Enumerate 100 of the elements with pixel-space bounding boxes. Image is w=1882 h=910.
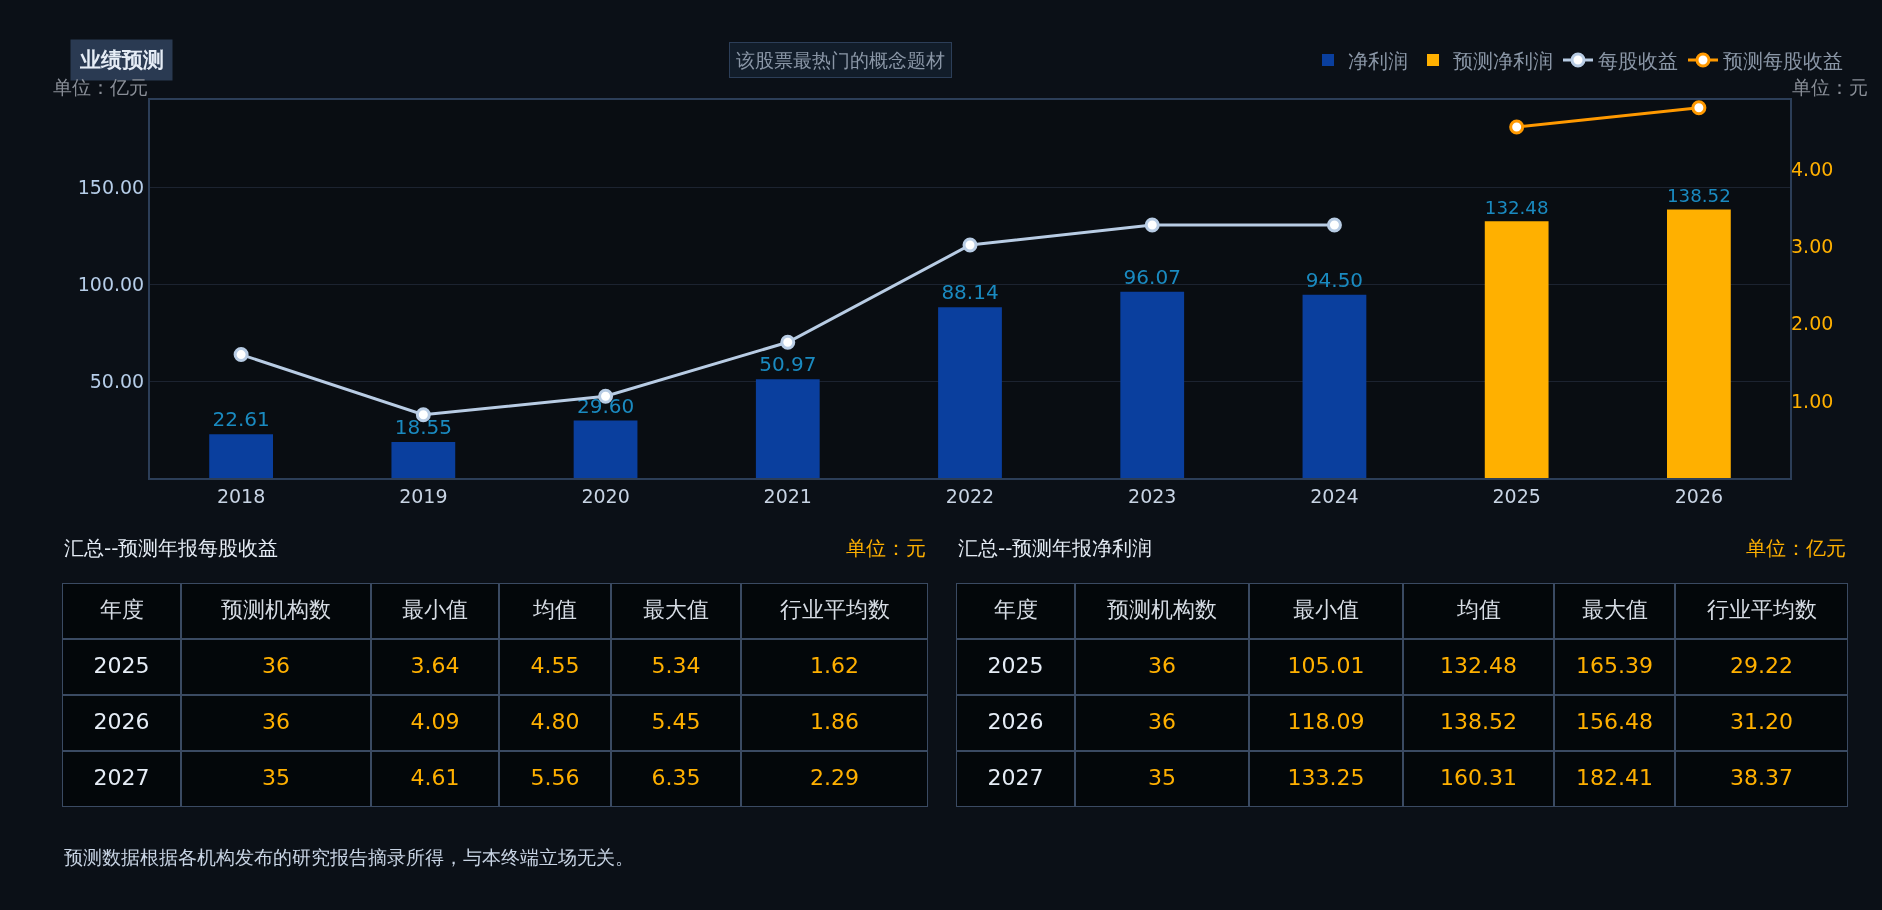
- x-tick-label: 预测机构数: [1107, 596, 1217, 622]
- bar: [1484, 221, 1549, 478]
- legend-label: 预测每股收益: [1723, 48, 1843, 73]
- data-label: 5.45: [651, 708, 701, 734]
- data-label: 29.22: [1730, 652, 1793, 678]
- data-label: 38.37: [1730, 764, 1793, 790]
- data-label: 36: [1148, 652, 1176, 678]
- y-tick-label: 2027: [93, 764, 150, 790]
- y-axis-title: 年度: [99, 596, 144, 622]
- data-label: 138.52: [1440, 708, 1517, 734]
- data-label: 4.61: [410, 764, 460, 790]
- data-label: 105.01: [1287, 652, 1365, 678]
- bar: [755, 379, 820, 478]
- y-tick-label: 2025: [987, 652, 1044, 678]
- data-label: 5.34: [651, 652, 701, 678]
- data-label: 132.48: [1484, 196, 1549, 218]
- x-tick-label: 最小值: [1293, 596, 1359, 622]
- data-label: 4.55: [530, 652, 580, 678]
- x-tick-label: 行业平均数: [779, 596, 890, 622]
- x-tick-label: 最大值: [643, 596, 709, 622]
- chart-title: 汇总--预测年报净利润: [958, 536, 1153, 560]
- bar: [938, 307, 1002, 478]
- point: [1144, 217, 1160, 233]
- y2-tick-label: 2.00: [1791, 312, 1834, 335]
- y-tick-label: 150.00: [77, 175, 145, 198]
- data-label: 133.25: [1287, 764, 1365, 790]
- x-tick-label: 2019: [399, 484, 448, 507]
- bar: [1302, 294, 1367, 478]
- y-tick-label: 100.00: [77, 272, 145, 295]
- point: [780, 334, 796, 350]
- bar: [1120, 291, 1185, 478]
- data-label: 94.50: [1305, 267, 1364, 292]
- x-tick-label: 2023: [1128, 484, 1177, 507]
- data-label: 36: [1148, 708, 1176, 734]
- data-label: 165.39: [1576, 652, 1653, 678]
- y-tick-label: 50.00: [89, 369, 145, 392]
- data-label: 160.31: [1440, 764, 1517, 790]
- x-tick-label: 最大值: [1581, 596, 1648, 622]
- legend-label: 预测净利润: [1453, 48, 1553, 73]
- data-label: 18.55: [394, 415, 452, 440]
- y-tick-label: 2025: [93, 652, 150, 678]
- point: [1326, 217, 1342, 233]
- x-tick-label: 2018: [216, 484, 266, 507]
- data-label: 22.61: [212, 407, 270, 432]
- data-label: 2.29: [810, 764, 859, 790]
- x-tick-label: 2020: [581, 484, 630, 507]
- x-tick-label: 2021: [763, 484, 812, 507]
- data-label: 1.86: [810, 708, 859, 734]
- data-label: 96.07: [1123, 264, 1181, 289]
- chart-title: 业绩预测: [79, 48, 164, 72]
- data-label: 182.41: [1576, 764, 1653, 790]
- chart-subtitle: 单位：亿元: [1746, 536, 1846, 560]
- x-tick-label: 行业平均数: [1706, 596, 1817, 622]
- x-tick-label: 2026: [1674, 484, 1724, 507]
- y-tick-label: 2026: [93, 708, 150, 734]
- data-label: 36: [262, 652, 290, 678]
- y2-tick-label: 4.00: [1791, 158, 1834, 181]
- chart-title: 汇总--预测年报每股收益: [64, 536, 279, 560]
- data-label: 88.14: [941, 280, 999, 305]
- data-label: 4.80: [530, 708, 580, 734]
- x-tick-label: 2024: [1310, 484, 1359, 507]
- data-label: 35: [1148, 764, 1176, 790]
- x-tick-label: 2022: [945, 484, 995, 507]
- bar: [1667, 209, 1731, 478]
- x-tick-label: 均值: [532, 596, 577, 622]
- bar: [391, 442, 456, 478]
- data-label: 138.52: [1667, 184, 1731, 206]
- point: [962, 237, 978, 253]
- data-label: 4.09: [410, 708, 460, 734]
- chart-subtitle: 单位：元: [846, 536, 926, 560]
- x-tick-label: 最小值: [402, 596, 468, 622]
- x-tick-label: 预测机构数: [221, 596, 331, 622]
- y-tick-label: 2026: [987, 708, 1044, 734]
- y2-tick-label: 3.00: [1791, 235, 1834, 258]
- text: 预测数据根据各机构发布的研究报告摘录所得，与本终端立场无关。: [64, 846, 634, 868]
- data-label: 36: [262, 708, 290, 734]
- bar: [209, 434, 273, 478]
- bar: [573, 420, 638, 478]
- point: [233, 347, 249, 363]
- data-label: 6.35: [651, 764, 701, 790]
- y2-tick-label: 1.00: [1791, 389, 1834, 412]
- data-label: 31.20: [1730, 708, 1793, 734]
- data-label: 5.56: [530, 764, 580, 790]
- data-label: 50.97: [759, 352, 817, 377]
- data-label: 1.62: [810, 652, 859, 678]
- data-label: 35: [262, 764, 290, 790]
- y-tick-label: 2027: [987, 764, 1044, 790]
- point: [1691, 100, 1707, 116]
- point: [1509, 119, 1525, 135]
- y2-axis-title: 单位：元: [1792, 76, 1868, 98]
- text: 该股票最热门的概念题材: [736, 49, 945, 71]
- x-tick-label: 2025: [1492, 484, 1541, 507]
- y-axis-title: 年度: [993, 596, 1038, 622]
- data-label: 29.60: [576, 393, 635, 418]
- y-axis-title: 单位：亿元: [53, 76, 148, 98]
- data-label: 156.48: [1576, 708, 1653, 734]
- legend-label: 每股收益: [1598, 48, 1678, 73]
- data-label: 3.64: [410, 652, 460, 678]
- legend-label: 净利润: [1348, 48, 1408, 73]
- x-tick-label: 均值: [1455, 596, 1501, 622]
